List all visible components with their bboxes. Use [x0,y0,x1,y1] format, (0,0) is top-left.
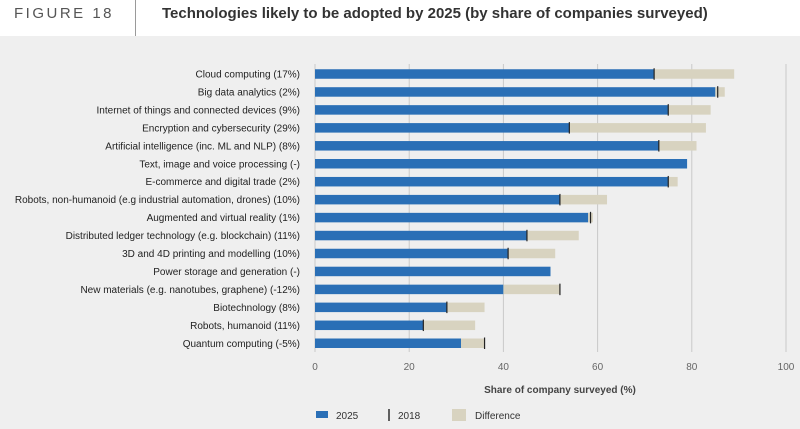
bar-2025 [315,194,560,205]
difference-segment [508,248,556,259]
category-label: Cloud computing (17%) [196,70,301,81]
difference-segment [715,87,725,97]
difference-segment [461,338,485,348]
bar-2025 [315,87,716,97]
chart-title: Technologies likely to be adopted by 202… [162,5,708,22]
x-tick-label: 0 [312,362,318,373]
bar-2025 [315,248,509,259]
bar-2025 [315,159,688,169]
legend-label-2018: 2018 [398,411,421,422]
bar-2025 [315,266,551,277]
category-label: E-commerce and digital trade (2%) [145,177,300,188]
bar-2025 [315,212,589,223]
difference-segment [526,230,579,241]
category-label: Quantum computing (-5%) [183,339,300,350]
category-label: Internet of things and connected devices… [97,105,300,116]
header-divider [135,0,136,36]
difference-segment [668,105,711,115]
bar-2025 [315,302,447,313]
bar-2025 [315,176,669,187]
bar-2025 [315,230,527,241]
bar-2025 [315,69,655,79]
category-label: 3D and 4D printing and modelling (10%) [122,249,300,260]
bars-group [315,68,735,349]
category-label: Text, image and voice processing (-) [139,159,300,170]
category-label: Big data analytics (2%) [198,87,300,98]
category-label: Biotechnology (8%) [213,303,300,314]
difference-segment [423,320,476,331]
bar-2025 [315,320,424,331]
difference-segment [559,194,608,205]
legend-swatch-difference [452,409,466,421]
legend: 2025 2018 Difference [316,409,521,422]
x-tick-label: 20 [404,362,416,373]
difference-segment [569,123,706,133]
category-label: Artificial intelligence (inc. ML and NLP… [105,141,300,152]
figure-header: FIGURE 18 Technologies likely to be adop… [0,0,800,36]
category-label: New materials (e.g. nanotubes, graphene)… [80,285,300,296]
bar-2025 [315,123,570,133]
difference-segment [658,141,697,151]
difference-segment [668,176,678,187]
bar-2025 [315,141,659,151]
difference-segment [503,284,560,295]
category-label: Power storage and generation (-) [153,267,300,278]
category-label: Robots, humanoid (11%) [190,321,300,332]
category-label: Distributed ledger technology (e.g. bloc… [66,231,300,242]
category-label: Augmented and virtual reality (1%) [147,213,300,224]
legend-label-difference: Difference [475,411,521,422]
x-tick-labels: 0 20 40 60 80 100 [312,362,795,373]
x-tick-label: 40 [498,362,510,373]
bar-2025 [315,105,669,115]
category-labels: Cloud computing (17%) Big data analytics … [15,70,300,350]
legend-swatch-2025 [316,411,328,418]
bar-2025 [315,338,462,348]
bar-2025 [315,284,504,295]
difference-segment [654,69,735,79]
difference-segment [446,302,485,313]
legend-label-2025: 2025 [336,411,359,422]
x-axis-title: Share of company surveyed (%) [484,385,636,396]
x-tick-label: 80 [686,362,698,373]
category-label: Encryption and cybersecurity (29%) [142,123,300,134]
x-tick-label: 100 [778,362,795,373]
x-tick-label: 60 [592,362,604,373]
category-label: Robots, non-humanoid (e.g industrial aut… [15,195,300,206]
figure-number: FIGURE 18 [14,5,115,22]
